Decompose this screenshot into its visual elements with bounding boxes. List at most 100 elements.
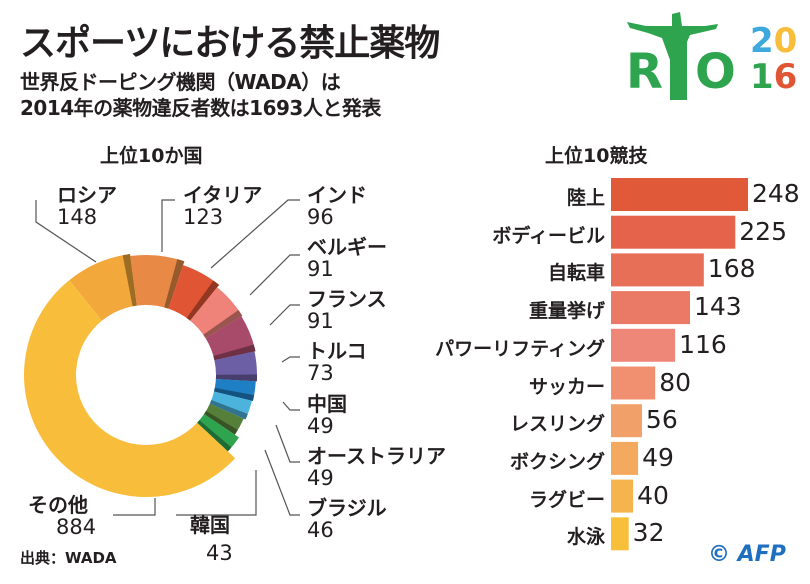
bar-value-label: 32 xyxy=(632,518,665,548)
bar xyxy=(611,517,629,551)
country-label: イタリア 123 xyxy=(183,184,262,228)
logo-letter-r: R xyxy=(626,44,663,100)
bar xyxy=(611,366,656,400)
bar xyxy=(611,178,748,211)
country-label: その他 884 xyxy=(28,494,96,538)
country-label: ベルギー 91 xyxy=(307,236,387,280)
country-value: 148 xyxy=(57,205,98,229)
country-name: 韓国 xyxy=(190,513,230,537)
bar-category-label: ボディービル xyxy=(492,224,605,247)
source-note: 出典：WADA xyxy=(20,549,117,567)
country-label: 韓国 43 xyxy=(190,514,233,564)
donut-slice-8 xyxy=(204,403,244,435)
bar-value-label: 248 xyxy=(752,179,800,208)
bar xyxy=(611,215,736,249)
donut-slice-shadow-1 xyxy=(164,259,185,309)
donut-slice-10 xyxy=(23,280,236,498)
country-value: 49 xyxy=(307,414,334,438)
country-value: 96 xyxy=(307,205,334,229)
donut-slice-shadow-3 xyxy=(203,310,243,339)
donut-slice-shadow-5 xyxy=(215,374,257,382)
country-value: 49 xyxy=(307,466,334,490)
donut-slice-0 xyxy=(69,254,137,321)
country-value: 123 xyxy=(183,205,224,229)
donut-slice-3 xyxy=(190,287,243,339)
bar-value-label: 80 xyxy=(659,367,691,397)
logo-year-digit: 2 xyxy=(750,21,774,61)
bar-value-label: 56 xyxy=(645,405,678,435)
donut-title: 上位10か国 xyxy=(100,145,203,167)
country-value: 91 xyxy=(307,309,334,333)
country-label: ロシア 148 xyxy=(57,184,117,228)
page-title: スポーツにおける禁止薬物 xyxy=(20,23,440,64)
country-value: 91 xyxy=(307,257,334,281)
logo-year-bottom: 16 xyxy=(750,60,797,94)
country-name: その他 xyxy=(28,493,88,517)
country-name: トルコ xyxy=(307,339,367,363)
bar xyxy=(611,479,634,513)
logo-year-digit: 1 xyxy=(750,57,774,97)
donut-slice-shadow-0 xyxy=(122,254,137,307)
bar xyxy=(611,291,690,325)
country-label: ブラジル 46 xyxy=(307,497,387,541)
country-label: インド 96 xyxy=(307,184,367,228)
bar-value-label: 49 xyxy=(642,442,674,472)
bar xyxy=(611,253,704,287)
donut-slice-shadow-8 xyxy=(204,410,238,435)
country-name: フランス xyxy=(307,287,387,311)
country-name: ロシア xyxy=(57,183,117,207)
logo-year-top: 20 xyxy=(750,24,797,58)
donut-slice-shadow-2 xyxy=(186,280,220,321)
donut-slice-shadow-4 xyxy=(213,344,256,361)
donut-slice-shadow-7 xyxy=(209,400,248,420)
country-value: 73 xyxy=(307,361,334,385)
country-value: 46 xyxy=(307,518,334,542)
country-name: ベルギー xyxy=(307,235,387,259)
bar-value-label: 143 xyxy=(693,292,742,322)
country-name: インド xyxy=(307,183,367,207)
donut-slice-shadow-6 xyxy=(214,387,255,402)
country-name: イタリア xyxy=(183,183,263,207)
bar xyxy=(611,441,639,475)
logo-year-digit: 0 xyxy=(773,21,798,61)
country-value: 884 xyxy=(56,515,97,539)
country-label: フランス 91 xyxy=(307,288,387,332)
subtitle-line-2: 2014年の薬物違反者数は1693人と発表 xyxy=(20,96,381,120)
bar-value-label: 225 xyxy=(739,216,787,246)
bar-category-label: レスリング xyxy=(509,413,605,436)
donut-chart xyxy=(23,254,257,498)
donut-slice-2 xyxy=(168,265,220,321)
bar xyxy=(611,328,676,362)
donut-slice-9 xyxy=(197,414,239,452)
bar-value-label: 168 xyxy=(707,254,756,284)
bar-value-label: 40 xyxy=(637,480,669,510)
bar-category-label: 自転車 xyxy=(547,262,605,285)
bar-category-label: 水泳 xyxy=(566,526,605,549)
afp-credit: © AFP xyxy=(708,542,786,567)
donut-slice-shadow-9 xyxy=(197,420,232,452)
country-name: ブラジル xyxy=(307,496,387,520)
bar-category-label: 陸上 xyxy=(566,187,605,209)
bar-value-label: 116 xyxy=(679,329,727,359)
country-label: オーストラリア 49 xyxy=(307,445,446,489)
bar-title: 上位10競技 xyxy=(545,145,648,167)
country-label: 中国 49 xyxy=(307,393,347,437)
donut-slice-5 xyxy=(214,351,257,382)
bar-category-label: ボクシング xyxy=(509,450,605,473)
country-name: 中国 xyxy=(307,392,347,416)
logo-year-digit: 6 xyxy=(773,57,798,97)
bar-chart xyxy=(611,178,748,551)
subtitle-line-1: 世界反ドーピング機関（WADA）は xyxy=(20,70,341,94)
country-value: 43 xyxy=(206,541,233,565)
bar-category-label: サッカー xyxy=(528,375,605,398)
bar-category-label: パワーリフティング xyxy=(435,337,605,360)
bar-category-label: ラグビー xyxy=(528,488,605,511)
bar xyxy=(611,404,642,438)
country-name: オーストラリア xyxy=(307,444,446,468)
country-label: トルコ 73 xyxy=(307,340,367,384)
logo-letter-o: O xyxy=(695,44,736,100)
leader-lines xyxy=(35,199,300,516)
bar-category-label: 重量挙げ xyxy=(528,300,605,323)
